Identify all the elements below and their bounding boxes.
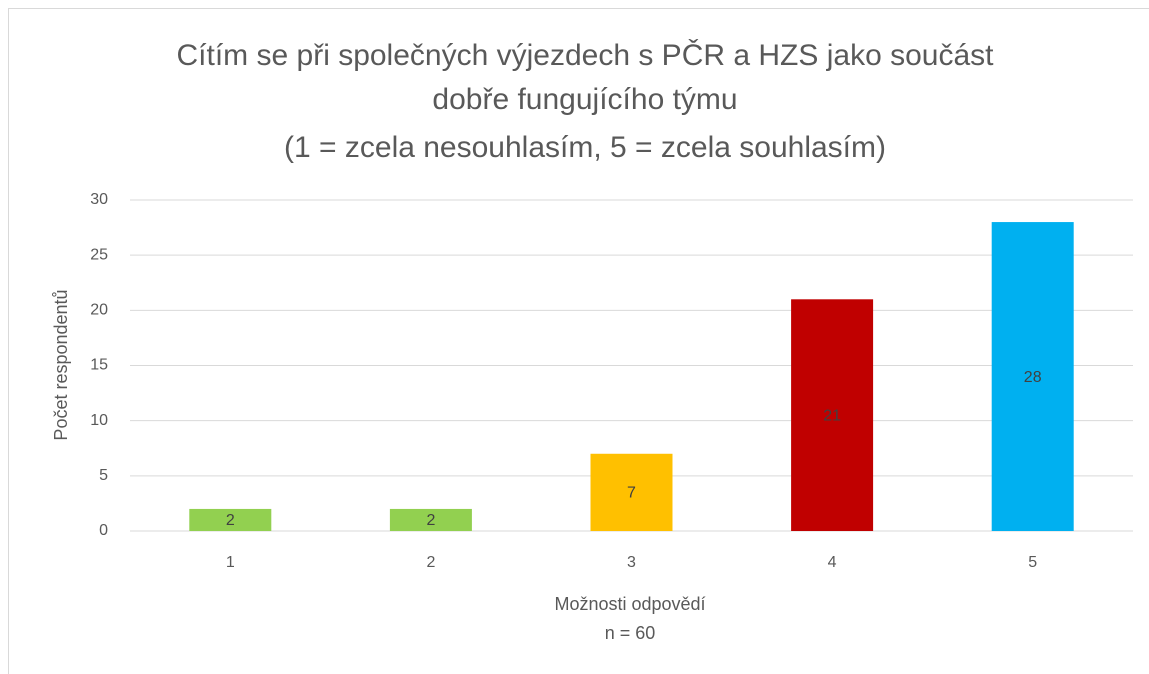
- bar: [590, 453, 673, 531]
- data-label: 7: [627, 485, 636, 502]
- data-label: 28: [1024, 369, 1042, 386]
- chart-title: dobře fungujícího týmu: [432, 83, 737, 116]
- x-tick-label: 5: [1028, 554, 1037, 571]
- x-tick-label: 1: [226, 554, 235, 571]
- data-label: 21: [823, 407, 841, 424]
- x-tick-label: 2: [426, 554, 435, 571]
- chart-border: [8, 8, 1149, 674]
- y-tick-label: 5: [99, 467, 108, 484]
- bar: [189, 508, 272, 531]
- y-tick-label: 30: [90, 191, 108, 208]
- chart-title: Cítím se při společných výjezdech s PČR …: [177, 38, 995, 72]
- y-tick-label: 0: [99, 522, 108, 539]
- x-axis-label: Možnosti odpovědí: [554, 594, 705, 614]
- y-tick-label: 10: [90, 412, 108, 429]
- annotation: n = 60: [605, 623, 656, 643]
- chart-subtitle: (1 = zcela nesouhlasím, 5 = zcela souhla…: [284, 131, 886, 164]
- y-tick-label: 25: [90, 246, 108, 263]
- x-tick-label: 4: [828, 554, 837, 571]
- x-tick-label: 3: [627, 554, 636, 571]
- y-axis-label: Počet respondentů: [51, 289, 71, 440]
- y-tick-label: 15: [90, 357, 108, 374]
- data-label: 2: [226, 512, 235, 529]
- bar: [991, 222, 1074, 532]
- bar: [791, 299, 874, 531]
- y-tick-label: 20: [90, 302, 108, 319]
- bar: [389, 508, 472, 531]
- data-label: 2: [426, 512, 435, 529]
